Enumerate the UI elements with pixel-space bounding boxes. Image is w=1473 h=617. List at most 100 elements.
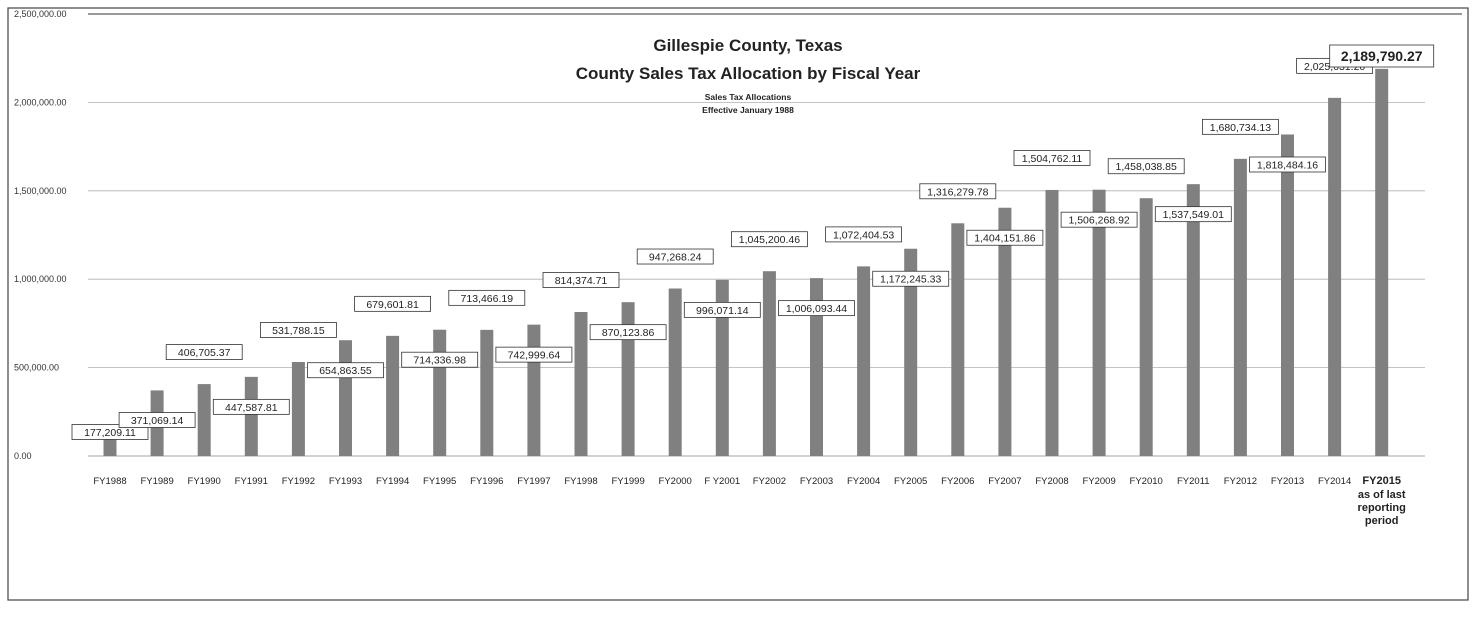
- data-label-text: 742,999.64: [508, 350, 561, 362]
- data-label-text: 1,045,200.46: [739, 234, 800, 246]
- x-tick-label: FY1991: [235, 476, 268, 487]
- bar: [480, 329, 494, 456]
- bar: [668, 288, 682, 456]
- data-label: 1,404,151.86: [966, 229, 1044, 246]
- data-label: 1,006,093.44: [778, 300, 855, 317]
- data-label: 1,172,245.33: [872, 270, 950, 287]
- data-label-text: 996,071.14: [696, 305, 749, 317]
- data-label: 1,818,484.16: [1249, 156, 1326, 173]
- data-label: 714,336.98: [401, 351, 479, 368]
- bar: [574, 312, 588, 456]
- data-label-box: [778, 300, 855, 317]
- bar: [339, 340, 352, 456]
- data-label: 713,466.19: [448, 289, 526, 306]
- y-tick-label: 2,500,000.00: [14, 9, 67, 19]
- data-label: 947,268.24: [636, 248, 714, 265]
- x-tick-label: FY2012: [1224, 476, 1257, 487]
- x-tick-label: FY1993: [329, 476, 362, 487]
- y-tick-label: 500,000.00: [14, 363, 59, 373]
- chart-annotation-line-2: Effective January 1988: [702, 105, 794, 115]
- data-label-box: [1013, 150, 1091, 166]
- data-label-box: [165, 344, 243, 360]
- data-label: 406,705.37: [165, 344, 243, 360]
- x-tick-label: FY2000: [659, 476, 692, 487]
- data-label-box: [401, 351, 479, 368]
- data-label-text: 1,506,268.92: [1068, 215, 1129, 227]
- bar: [998, 207, 1012, 456]
- bar: [1375, 68, 1389, 456]
- data-label: 1,316,279.78: [919, 183, 997, 200]
- x-tick-label-extra: reporting: [1358, 502, 1406, 514]
- x-tick-label: FY2006: [941, 476, 974, 487]
- data-label-text: 2,189,790.27: [1341, 48, 1423, 64]
- data-label: 1,506,268.92: [1060, 211, 1138, 228]
- data-label-text: 1,404,151.86: [974, 233, 1035, 245]
- data-label: 654,863.55: [307, 362, 384, 379]
- bar: [762, 271, 776, 456]
- data-label: 814,374.71: [542, 272, 620, 288]
- data-label: 447,587.81: [212, 398, 290, 415]
- x-tick-label: FY2003: [800, 476, 833, 487]
- x-tick-label: FY2008: [1035, 476, 1068, 487]
- x-tick-label: FY2011: [1177, 476, 1210, 487]
- data-label-text: 371,069.14: [131, 415, 184, 427]
- chart-subtitle: County Sales Tax Allocation by Fiscal Ye…: [576, 64, 921, 83]
- x-tick-label: FY1990: [188, 476, 221, 487]
- bar: [386, 335, 400, 456]
- data-label-text: 870,123.86: [602, 327, 655, 339]
- bar: [1092, 189, 1106, 456]
- x-tick-label: FY2010: [1130, 476, 1163, 487]
- data-label-box: [1249, 156, 1326, 173]
- x-tick-label: FY2015: [1362, 475, 1401, 487]
- data-label-box: [495, 346, 573, 363]
- x-tick-label-extra: period: [1365, 515, 1399, 527]
- x-tick-label: FY1994: [376, 476, 409, 487]
- data-label-text: 406,705.37: [178, 347, 231, 359]
- bar: [1281, 134, 1294, 456]
- data-label-text: 447,587.81: [225, 402, 278, 414]
- bar: [244, 376, 258, 456]
- x-tick-label: FY2009: [1082, 476, 1115, 487]
- data-label-box: [1060, 211, 1138, 228]
- data-label: 1,504,762.11: [1013, 150, 1091, 166]
- y-axis-ticks: 0.00 500,000.00 1,000,000.00 1,500,000.00 2,…: [14, 9, 67, 461]
- x-tick-label: FY1992: [282, 476, 315, 487]
- bar: [810, 278, 823, 456]
- bar: [1233, 158, 1247, 457]
- x-tick-label-extra: as of last: [1358, 489, 1406, 501]
- data-label-box: [731, 231, 808, 248]
- x-tick-label: FY2013: [1271, 476, 1304, 487]
- x-tick-label: FY1995: [423, 476, 456, 487]
- bar: [433, 329, 447, 456]
- x-tick-label: FY1999: [611, 476, 644, 487]
- data-label-text: 1,818,484.16: [1257, 159, 1318, 171]
- data-label-box: [1107, 158, 1185, 175]
- data-label: 531,788.15: [259, 322, 337, 338]
- x-axis-categories: FY1988 FY1989 FY1990 FY1991 FY1992 FY1993 FY19…: [93, 475, 1406, 527]
- data-label-box: [448, 289, 526, 306]
- bar: [1045, 189, 1059, 456]
- data-label-box: [118, 412, 196, 428]
- data-label-text: 1,006,093.44: [786, 303, 847, 315]
- x-tick-label: FY1988: [93, 476, 126, 487]
- data-label-box: [212, 398, 290, 415]
- y-tick-label: 0.00: [14, 451, 32, 461]
- data-label-box: [919, 183, 997, 200]
- x-tick-label: FY1998: [564, 476, 597, 487]
- data-label: 1,537,549.01: [1154, 206, 1232, 223]
- x-tick-label: FY2007: [988, 476, 1021, 487]
- chart-annotation-line-1: Sales Tax Allocations: [705, 92, 792, 102]
- data-label-text: 654,863.55: [319, 365, 372, 377]
- data-label-text: 1,316,279.78: [927, 186, 988, 198]
- bar: [1139, 198, 1153, 456]
- data-label-text: 1,504,762.11: [1022, 153, 1083, 165]
- x-tick-label: FY1989: [140, 476, 173, 487]
- bar: [621, 302, 635, 456]
- data-label: 1,045,200.46: [731, 231, 808, 248]
- data-label-box: [1202, 118, 1279, 135]
- data-label-text: 714,336.98: [413, 355, 466, 367]
- x-tick-label: FY2004: [847, 476, 880, 487]
- bar: [857, 266, 871, 456]
